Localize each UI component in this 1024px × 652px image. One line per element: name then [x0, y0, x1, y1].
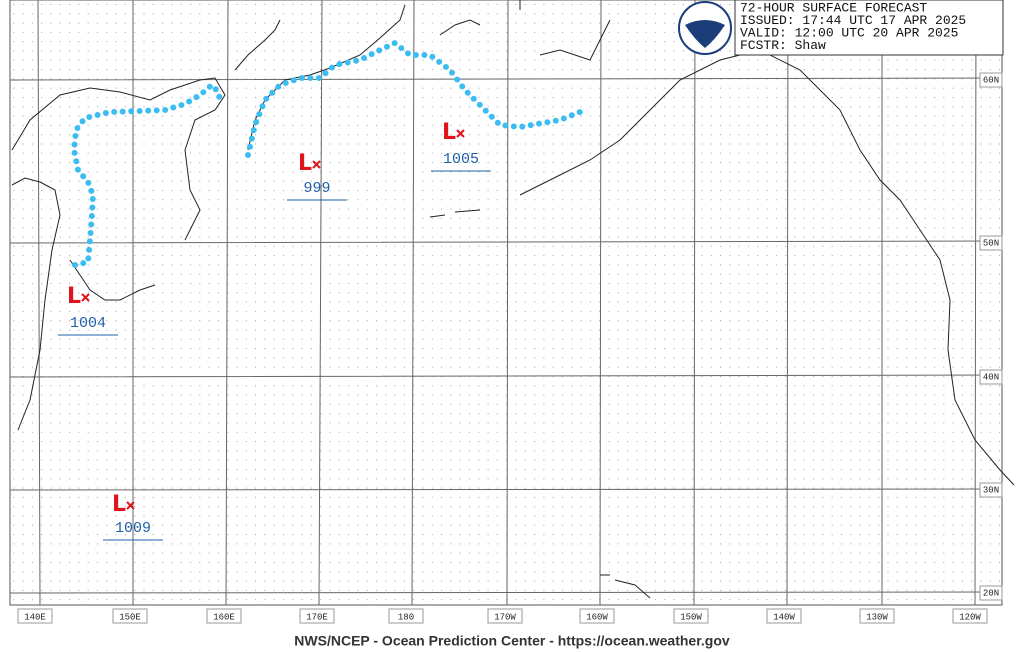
label-box	[979, 235, 1003, 251]
low-center-x	[81, 293, 90, 302]
label-box	[979, 369, 1003, 385]
longitude-label: 140E	[24, 612, 46, 622]
label-box	[859, 608, 895, 624]
header-line: FCSTR: Shaw	[740, 38, 826, 53]
label-box	[952, 608, 988, 624]
header-line: VALID: 12:00 UTC 20 APR 2025	[740, 25, 958, 40]
label-box	[979, 482, 1003, 498]
ice-edge	[70, 39, 588, 268]
low-symbol: L	[442, 120, 456, 145]
low-symbol: L	[112, 492, 126, 517]
label-box	[206, 608, 242, 624]
longitude-label: 180	[398, 612, 414, 622]
label-box	[487, 608, 523, 624]
label-box	[673, 608, 709, 624]
label-box	[299, 608, 335, 624]
longitude-label: 160W	[586, 612, 608, 622]
low-center-x	[126, 501, 135, 510]
header-line: ISSUED: 17:44 UTC 17 APR 2025	[740, 13, 966, 28]
low-pressure: 1004	[70, 315, 106, 332]
low-pressure: 999	[303, 180, 330, 197]
longitude-label: 120W	[959, 612, 981, 622]
low-center-x	[312, 160, 321, 169]
noaa-logo-bird	[685, 20, 725, 48]
low-center-x	[456, 129, 465, 138]
header-box	[734, 0, 1004, 56]
coastlines	[11, 0, 1015, 599]
label-box	[112, 608, 148, 624]
longitude-label: 160E	[213, 612, 235, 622]
latitude-label: 60N	[983, 75, 999, 85]
low-symbol: L	[298, 151, 312, 176]
label-box	[766, 608, 802, 624]
low-symbol: L	[67, 284, 81, 309]
footer: NWS/NCEP - Ocean Prediction Center - htt…	[294, 633, 730, 649]
label-box	[388, 608, 424, 624]
longitude-label: 140W	[773, 612, 795, 622]
longitude-label: 170E	[306, 612, 328, 622]
latitude-label: 50N	[983, 238, 999, 248]
low-pressure: 1005	[443, 151, 479, 168]
label-box	[979, 72, 1003, 88]
longitude-label: 130W	[866, 612, 888, 622]
label-box	[979, 585, 1003, 601]
longitude-label: 150E	[119, 612, 141, 622]
header-line: 72-HOUR SURFACE FORECAST	[740, 0, 927, 15]
low-pressure: 1009	[115, 520, 151, 537]
latitude-label: 20N	[983, 588, 999, 598]
latitude-label: 40N	[983, 372, 999, 382]
map-frame	[9, 0, 1003, 606]
graticule	[9, 0, 1003, 606]
longitude-label: 150W	[680, 612, 702, 622]
latitude-label: 30N	[983, 485, 999, 495]
label-box	[17, 608, 53, 624]
header	[678, 0, 1004, 56]
label-box	[579, 608, 615, 624]
longitude-label: 170W	[494, 612, 516, 622]
